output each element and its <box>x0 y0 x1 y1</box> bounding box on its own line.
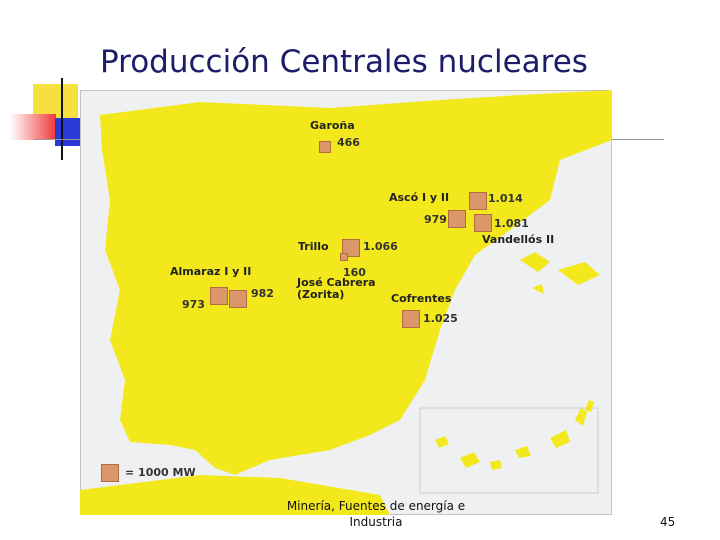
plant-name: Garoña <box>310 119 355 132</box>
deco-blue <box>55 118 81 146</box>
land <box>80 475 390 515</box>
plant-name: Trillo <box>298 240 329 253</box>
capacity-label: 979 <box>424 213 447 226</box>
slide-title: Producción Centrales nucleares <box>100 44 588 80</box>
capacity-marker <box>468 191 488 211</box>
capacity-label: 1.081 <box>494 217 529 230</box>
capacity-marker <box>229 290 247 308</box>
capacity-label: 160 <box>343 266 366 279</box>
capacity-label: 1.014 <box>488 192 523 205</box>
deco-red <box>10 114 56 140</box>
capacity-marker <box>210 287 228 305</box>
legend-text: = 1000 MW <box>125 466 196 479</box>
capacity-marker <box>341 238 361 258</box>
capacity-label: 982 <box>251 287 274 300</box>
deco-line <box>61 78 63 160</box>
capacity-marker <box>401 309 421 329</box>
canary-islands <box>435 400 594 470</box>
map <box>80 90 612 515</box>
land <box>100 90 612 475</box>
footer-source: Minería, Fuentes de energía e Industria <box>286 499 466 529</box>
islands <box>520 252 600 294</box>
capacity-marker <box>448 210 466 228</box>
capacity-label: 1.066 <box>363 240 398 253</box>
legend-marker <box>101 464 119 482</box>
page-number: 45 <box>660 515 676 529</box>
capacity-marker <box>340 253 348 261</box>
capacity-marker <box>473 213 493 233</box>
plant-name: José Cabrera (Zorita) <box>297 276 376 301</box>
plant-name: Cofrentes <box>391 292 452 305</box>
capacity-label: 1.025 <box>423 312 458 325</box>
capacity-label: 973 <box>182 298 205 311</box>
inset <box>419 407 599 494</box>
plant-name: Ascó I y II <box>389 191 450 204</box>
plant-name: Almaraz I y II <box>170 265 252 278</box>
capacity-label: 466 <box>337 136 360 149</box>
capacity-marker <box>318 140 332 154</box>
plant-name: Vandellós II <box>482 233 555 246</box>
